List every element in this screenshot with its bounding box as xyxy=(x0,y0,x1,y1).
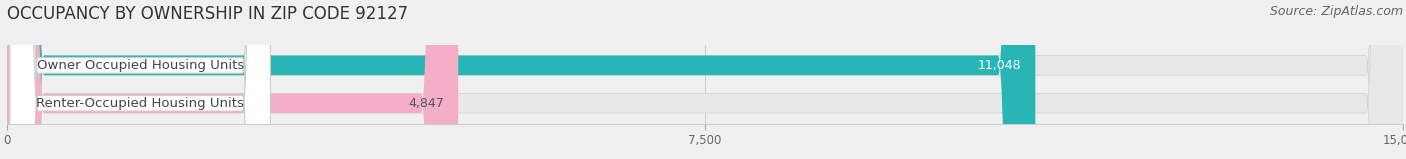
FancyBboxPatch shape xyxy=(10,0,270,159)
Text: Renter-Occupied Housing Units: Renter-Occupied Housing Units xyxy=(37,97,245,110)
Text: Owner Occupied Housing Units: Owner Occupied Housing Units xyxy=(37,59,243,72)
FancyBboxPatch shape xyxy=(7,0,1403,159)
FancyBboxPatch shape xyxy=(7,0,1035,159)
FancyBboxPatch shape xyxy=(10,0,270,159)
Text: 4,847: 4,847 xyxy=(409,97,444,110)
Text: 11,048: 11,048 xyxy=(977,59,1021,72)
FancyBboxPatch shape xyxy=(7,0,1403,159)
FancyBboxPatch shape xyxy=(7,0,458,159)
Text: OCCUPANCY BY OWNERSHIP IN ZIP CODE 92127: OCCUPANCY BY OWNERSHIP IN ZIP CODE 92127 xyxy=(7,5,408,23)
Text: Source: ZipAtlas.com: Source: ZipAtlas.com xyxy=(1270,5,1403,18)
